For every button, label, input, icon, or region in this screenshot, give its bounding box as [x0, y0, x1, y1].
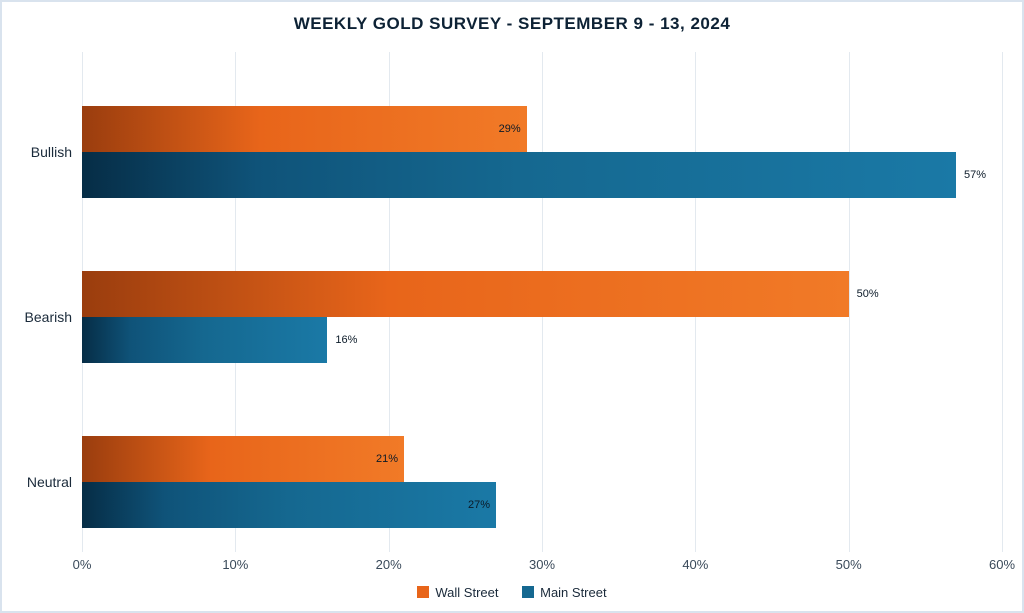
- legend-item-wall-street: Wall Street: [417, 585, 498, 600]
- legend-swatch-wall-street: [417, 586, 429, 598]
- legend: Wall Street Main Street: [2, 585, 1022, 602]
- bar-label-neutral-main-street: 27%: [468, 499, 490, 511]
- chart-title: WEEKLY GOLD SURVEY - SEPTEMBER 9 - 13, 2…: [2, 14, 1022, 34]
- bar-bullish-main-street: [82, 152, 956, 198]
- bar-label-bullish-wall-street: 29%: [499, 123, 521, 135]
- bar-bullish-wall-street: [82, 106, 527, 152]
- plot-area: 0% 10% 20% 30% 40% 50% 60% Bullish Beari…: [82, 52, 1002, 552]
- bar-neutral-wall-street: [82, 436, 404, 482]
- x-tick-40: 40%: [682, 557, 708, 572]
- bar-bearish-wall-street: [82, 271, 849, 317]
- y-cat-bearish: Bearish: [12, 309, 72, 325]
- y-cat-bullish: Bullish: [12, 144, 72, 160]
- gridline-50: [849, 52, 850, 552]
- x-tick-10: 10%: [222, 557, 248, 572]
- bar-neutral-main-street: [82, 482, 496, 528]
- x-tick-30: 30%: [529, 557, 555, 572]
- x-tick-0: 0%: [73, 557, 92, 572]
- gold-survey-chart: WEEKLY GOLD SURVEY - SEPTEMBER 9 - 13, 2…: [0, 0, 1024, 613]
- bar-label-bullish-main-street: 57%: [964, 169, 986, 181]
- legend-label-main-street: Main Street: [540, 585, 606, 600]
- gridline-60: [1002, 52, 1003, 552]
- bar-label-bearish-main-street: 16%: [335, 334, 357, 346]
- bar-label-neutral-wall-street: 21%: [376, 453, 398, 465]
- x-tick-50: 50%: [836, 557, 862, 572]
- legend-swatch-main-street: [522, 586, 534, 598]
- bar-label-bearish-wall-street: 50%: [857, 288, 879, 300]
- bar-bearish-main-street: [82, 317, 327, 363]
- y-cat-neutral: Neutral: [12, 474, 72, 490]
- x-tick-20: 20%: [376, 557, 402, 572]
- legend-item-main-street: Main Street: [522, 585, 606, 600]
- legend-label-wall-street: Wall Street: [435, 585, 498, 600]
- x-tick-60: 60%: [989, 557, 1015, 572]
